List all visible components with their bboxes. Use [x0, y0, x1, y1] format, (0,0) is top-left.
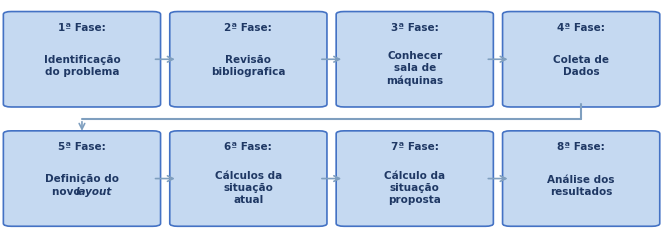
Text: 8ª Fase:: 8ª Fase: — [557, 142, 605, 152]
Text: layout: layout — [75, 187, 112, 197]
Text: 3ª Fase:: 3ª Fase: — [391, 23, 439, 33]
Text: 1ª Fase:: 1ª Fase: — [58, 23, 106, 33]
Text: 7ª Fase:: 7ª Fase: — [391, 142, 439, 152]
FancyBboxPatch shape — [336, 131, 493, 226]
FancyBboxPatch shape — [3, 11, 161, 107]
Text: 2ª Fase:: 2ª Fase: — [225, 23, 272, 33]
FancyBboxPatch shape — [502, 11, 660, 107]
Text: Definição do: Definição do — [45, 174, 119, 184]
Text: Revisão
bibliografica: Revisão bibliografica — [211, 55, 286, 77]
Text: Cálculos da
situação
atual: Cálculos da situação atual — [215, 171, 282, 205]
Text: Cálculo da
situação
proposta: Cálculo da situação proposta — [384, 171, 446, 205]
FancyBboxPatch shape — [170, 131, 327, 226]
Text: Coleta de
Dados: Coleta de Dados — [553, 55, 609, 77]
Text: Identificação
do problema: Identificação do problema — [44, 55, 120, 77]
FancyBboxPatch shape — [170, 11, 327, 107]
Text: Conhecer
sala de
máquinas: Conhecer sala de máquinas — [386, 51, 444, 86]
FancyBboxPatch shape — [3, 131, 161, 226]
Text: 5ª Fase:: 5ª Fase: — [58, 142, 106, 152]
Text: 6ª Fase:: 6ª Fase: — [225, 142, 272, 152]
FancyBboxPatch shape — [502, 131, 660, 226]
Text: novo: novo — [52, 187, 84, 197]
Text: 4ª Fase:: 4ª Fase: — [557, 23, 605, 33]
Text: Análise dos
resultados: Análise dos resultados — [547, 175, 615, 197]
FancyBboxPatch shape — [336, 11, 493, 107]
